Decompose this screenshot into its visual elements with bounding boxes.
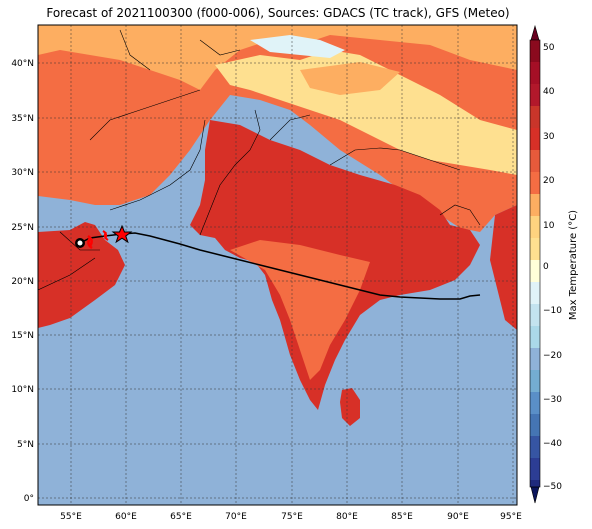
- latitude-axis: 0° 5°N 10°N 15°N 20°N 25°N 30°N 35°N 40°…: [11, 59, 34, 504]
- lat-tick: 0°: [24, 494, 34, 504]
- country-borders: [38, 29, 481, 291]
- myanmar-coast: [490, 205, 517, 330]
- storm-track: [79, 232, 481, 300]
- cyclone-symbols: [87, 230, 109, 250]
- lon-tick: 65°E: [170, 512, 192, 522]
- current-position-star-icon: [111, 224, 133, 244]
- arabia-landmass: [38, 222, 125, 328]
- colorbar-tick: 30: [543, 132, 555, 142]
- colorbar-bottom-extend: [530, 486, 540, 504]
- graticule: [38, 25, 517, 505]
- sri-lanka: [340, 388, 360, 426]
- lat-tick: 25°N: [11, 223, 34, 233]
- lon-tick: 60°E: [115, 512, 137, 522]
- colorbar: 50 40 30 20 10 0 −10 −20 −30 −40 −50 Max…: [529, 24, 579, 504]
- longitude-axis: 55°E 60°E 65°E 70°E 75°E 80°E 85°E 90°E …: [60, 512, 522, 522]
- map-title: Forecast of 2021100300 (f000-006), Sourc…: [46, 6, 510, 20]
- colorbar-tick: 50: [543, 43, 555, 53]
- lat-tick: 10°N: [11, 385, 34, 395]
- tibet-freezing-area: [250, 35, 345, 58]
- lat-tick: 15°N: [11, 331, 34, 341]
- map-panel: [38, 25, 517, 505]
- lon-tick: 75°E: [281, 512, 303, 522]
- lat-tick: 20°N: [11, 277, 34, 287]
- lon-tick: 55°E: [60, 512, 82, 522]
- colorbar-tick: −40: [543, 439, 562, 449]
- colorbar-tick: −10: [543, 306, 562, 316]
- colorbar-tick: 10: [543, 221, 555, 231]
- lat-tick: 30°N: [11, 168, 34, 178]
- colorbar-tick: 40: [543, 87, 555, 97]
- colorbar-tick: 0: [543, 262, 549, 272]
- colorbar-frame: [529, 39, 541, 488]
- plateau-warm-patch: [300, 62, 400, 95]
- lon-tick: 95°E: [500, 512, 522, 522]
- landfall-marker-inner: [77, 240, 83, 246]
- lat-tick: 40°N: [11, 59, 34, 69]
- highland-cool-area: [38, 25, 517, 90]
- lon-tick: 90°E: [447, 512, 469, 522]
- lon-tick: 70°E: [225, 512, 247, 522]
- lon-tick: 85°E: [391, 512, 413, 522]
- colorbar-tick: −30: [543, 395, 562, 405]
- colorbar-tick: 20: [543, 176, 555, 186]
- colorbar-label: Max Temperature (°C): [568, 210, 579, 320]
- central-india-warm: [230, 240, 370, 380]
- map-frame: [37, 24, 518, 506]
- colorbar-tick: −50: [543, 482, 562, 492]
- lat-tick: 5°N: [17, 440, 34, 450]
- lon-tick: 80°E: [336, 512, 358, 522]
- lat-tick: 35°N: [11, 114, 34, 124]
- colorbar-top-extend: [530, 24, 540, 41]
- colorbar-tick: −20: [543, 351, 562, 361]
- tibet-cold-area: [215, 50, 517, 175]
